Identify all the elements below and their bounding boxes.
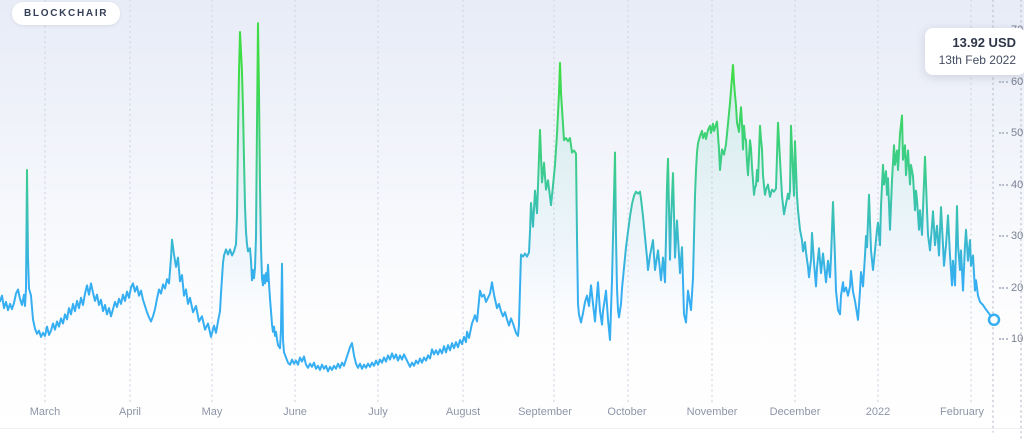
x-axis-label-march: March [29, 406, 61, 418]
x-axis-label-april: April [118, 406, 142, 418]
y-axis-tick-value: 20 [1011, 281, 1024, 294]
y-axis-tick-value: 10 [1011, 333, 1024, 345]
y-axis-tick-value: 60 [1011, 75, 1024, 88]
chart-line [0, 22, 995, 373]
y-axis-label-20: 20 [999, 282, 1023, 294]
y-axis-tick [999, 235, 1008, 237]
y-axis-tick-value: 40 [1011, 178, 1024, 191]
y-axis-label-40: 40 [999, 179, 1023, 191]
y-axis-tick [999, 338, 1008, 340]
x-axis-label-august: August [445, 406, 481, 418]
y-axis-label-50: 50 [999, 127, 1023, 139]
x-axis-label-november: November [686, 406, 738, 418]
y-axis-label-30: 30 [999, 230, 1023, 242]
x-axis-label-october: October [607, 406, 647, 418]
tooltip-date: 13th Feb 2022 [938, 53, 1016, 67]
chart-area-fill [0, 23, 994, 392]
y-axis-label-10: 10 [999, 333, 1023, 345]
x-axis-label-june: June [283, 406, 307, 418]
y-axis-tick-value: 30 [1011, 230, 1024, 242]
blockchair-logo[interactable]: BLOCKCHAIR [12, 2, 121, 25]
x-axis-label-september: September [518, 406, 572, 418]
axis-baseline [0, 428, 1024, 429]
x-axis-label-july: July [368, 406, 388, 418]
x-axis-label-february: February [939, 406, 985, 418]
y-axis-tick-value: 50 [1011, 127, 1024, 139]
y-axis-tick [999, 183, 1008, 186]
selected-point-marker[interactable] [987, 313, 1001, 327]
y-axis-tick [999, 286, 1008, 289]
y-axis-tick [999, 132, 1008, 134]
x-axis-label-2022: 2022 [865, 406, 891, 418]
y-axis-tick [999, 80, 1008, 83]
tooltip: 13.92 USD 13th Feb 2022 [924, 28, 1024, 75]
y-axis-label-60: 60 [999, 76, 1023, 88]
x-axis-label-may: May [201, 406, 223, 418]
tooltip-value: 13.92 USD [952, 35, 1016, 50]
x-axis-label-december: December [769, 406, 821, 418]
